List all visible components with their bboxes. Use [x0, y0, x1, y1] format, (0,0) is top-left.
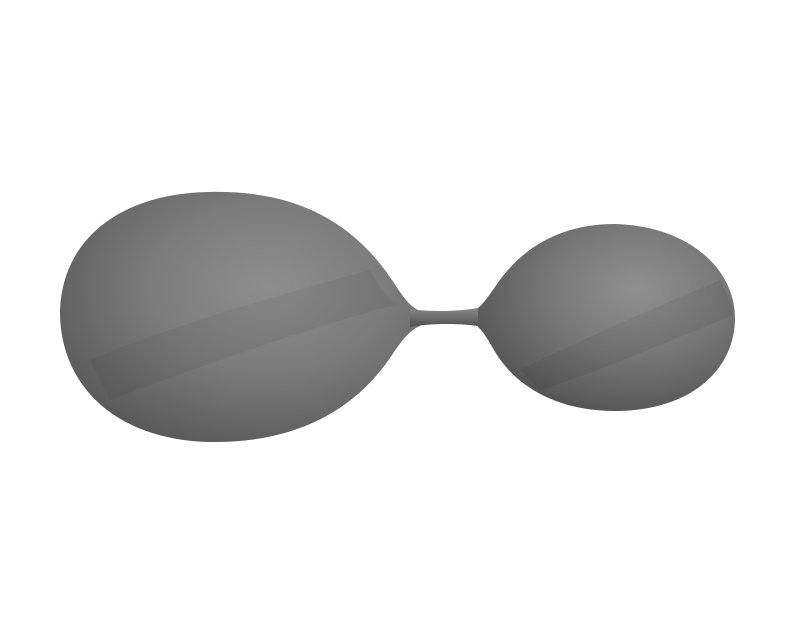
right-lobe — [478, 224, 735, 412]
left-lobe-shade — [90, 270, 395, 400]
neck — [410, 307, 484, 327]
right-lobe-shade — [520, 280, 733, 390]
left-lobe — [60, 191, 420, 443]
